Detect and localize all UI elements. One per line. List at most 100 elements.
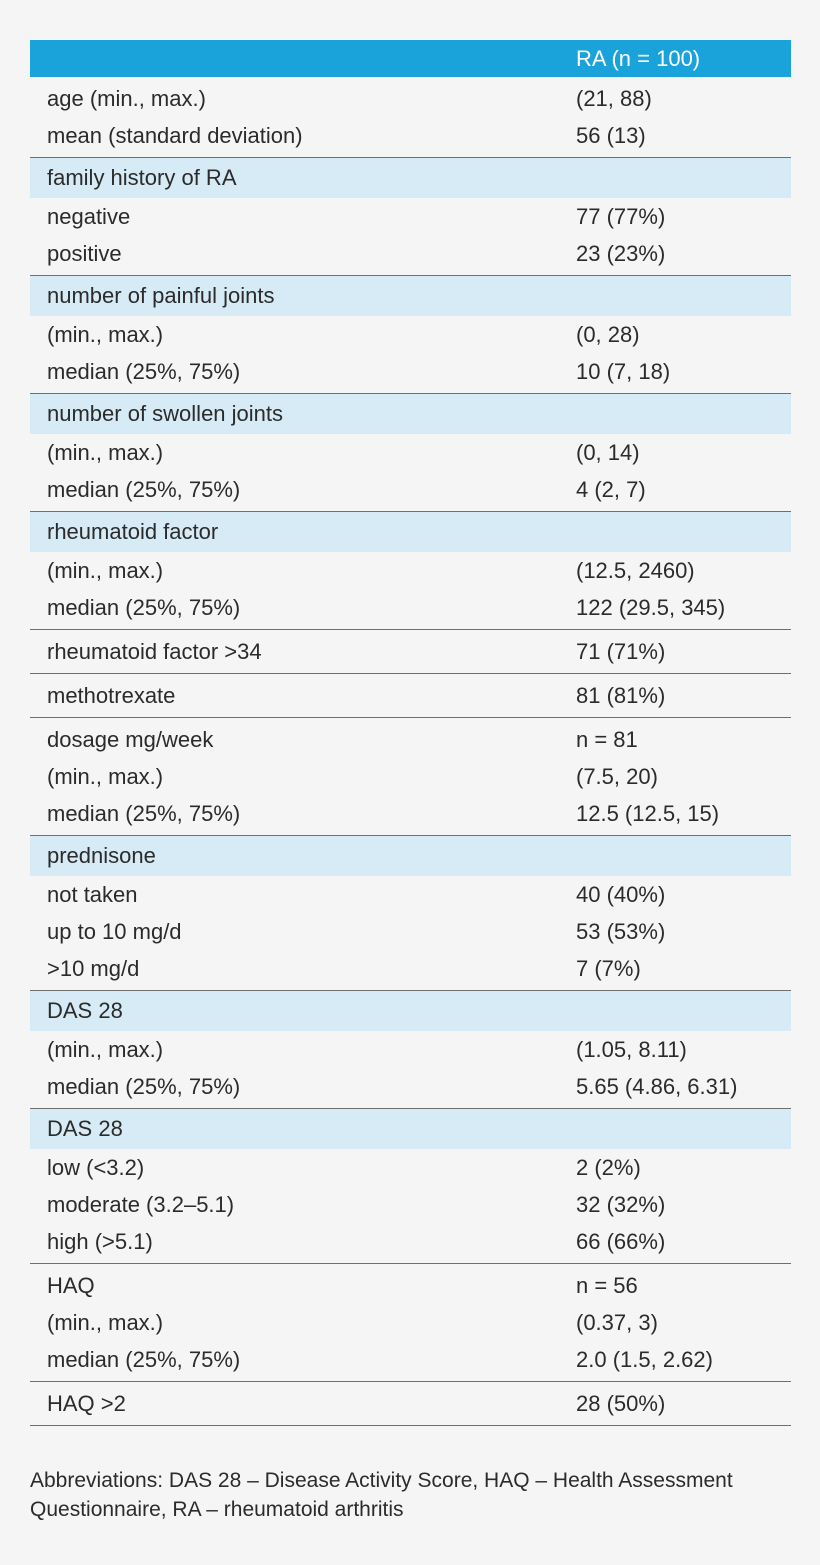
table-row: moderate (3.2–5.1) 32 (32%)	[30, 1186, 791, 1223]
table-section: methotrexate 81 (81%)	[30, 674, 791, 718]
table-row: up to 10 mg/d 53 (53%)	[30, 913, 791, 950]
row-value: (0.37, 3)	[576, 1310, 658, 1335]
row-label: mean (standard deviation)	[47, 123, 303, 148]
table-section: HAQ >2 28 (50%)	[30, 1382, 791, 1426]
row-value: 4 (2, 7)	[576, 477, 646, 502]
row-label: rheumatoid factor >34	[47, 639, 262, 664]
table-row: dosage mg/week n = 81	[30, 721, 791, 758]
table-row: median (25%, 75%) 12.5 (12.5, 15)	[30, 795, 791, 832]
section-title-row: DAS 28	[30, 1109, 791, 1149]
table-row: methotrexate 81 (81%)	[30, 677, 791, 714]
table-row: not taken 40 (40%)	[30, 876, 791, 913]
section-title: rheumatoid factor	[47, 519, 219, 544]
table-row: median (25%, 75%) 4 (2, 7)	[30, 471, 791, 508]
section-spacer	[30, 832, 791, 835]
row-value: 77 (77%)	[576, 204, 666, 229]
section-spacer	[30, 626, 791, 629]
row-value: 71 (71%)	[576, 639, 666, 664]
table-section: number of painful joints (min., max.) (0, …	[30, 276, 791, 394]
column-header-ra: RA (n = 100)	[576, 46, 701, 71]
row-value: (0, 14)	[576, 440, 640, 465]
table-row: median (25%, 75%) 10 (7, 18)	[30, 353, 791, 390]
row-label: >10 mg/d	[47, 956, 140, 981]
row-label: median (25%, 75%)	[47, 1347, 241, 1372]
row-label: high (>5.1)	[47, 1229, 153, 1254]
row-label: positive	[47, 241, 122, 266]
table-row: (min., max.) (0, 14)	[30, 434, 791, 471]
row-label: (min., max.)	[47, 764, 164, 789]
row-label: low (<3.2)	[47, 1155, 145, 1180]
row-label: dosage mg/week	[47, 727, 214, 752]
row-value: 40 (40%)	[576, 882, 666, 907]
row-label: not taken	[47, 882, 138, 907]
row-value: n = 56	[576, 1273, 638, 1298]
section-spacer	[30, 670, 791, 673]
section-title-row: rheumatoid factor	[30, 512, 791, 552]
section-spacer	[30, 1260, 791, 1263]
table-row: HAQ >2 28 (50%)	[30, 1385, 791, 1422]
section-title: family history of RA	[47, 165, 237, 190]
table-section: rheumatoid factor >34 71 (71%)	[30, 630, 791, 674]
table-row: (min., max.) (1.05, 8.11)	[30, 1031, 791, 1068]
row-label: (min., max.)	[47, 1037, 164, 1062]
row-label: up to 10 mg/d	[47, 919, 182, 944]
row-value: 7 (7%)	[576, 956, 641, 981]
row-value: 28 (50%)	[576, 1391, 666, 1416]
row-value: 32 (32%)	[576, 1192, 666, 1217]
section-title-row: DAS 28	[30, 991, 791, 1031]
row-value: (21, 88)	[576, 86, 652, 111]
row-label: age (min., max.)	[47, 86, 206, 111]
row-value: 10 (7, 18)	[576, 359, 671, 384]
table-header: RA (n = 100)	[30, 40, 791, 77]
table-body: age (min., max.) (21, 88) mean (standard d…	[30, 77, 791, 1426]
row-value: 23 (23%)	[576, 241, 666, 266]
table-row: median (25%, 75%) 2.0 (1.5, 2.62)	[30, 1341, 791, 1378]
row-label: median (25%, 75%)	[47, 359, 241, 384]
table-row: mean (standard deviation) 56 (13)	[30, 117, 791, 154]
table-row: (min., max.) (0.37, 3)	[30, 1304, 791, 1341]
section-title: prednisone	[47, 843, 156, 868]
row-label: (min., max.)	[47, 322, 164, 347]
row-value: 53 (53%)	[576, 919, 666, 944]
row-value: 122 (29.5, 345)	[576, 595, 726, 620]
row-label: median (25%, 75%)	[47, 1074, 241, 1099]
row-value: 81 (81%)	[576, 683, 666, 708]
row-label: moderate (3.2–5.1)	[47, 1192, 235, 1217]
row-value: n = 81	[576, 727, 638, 752]
table-section: HAQ n = 56 (min., max.) (0.37, 3) median (25…	[30, 1264, 791, 1382]
row-label: HAQ >2	[47, 1391, 126, 1416]
row-value: 5.65 (4.86, 6.31)	[576, 1074, 738, 1099]
table-row: (min., max.) (12.5, 2460)	[30, 552, 791, 589]
table-row: low (<3.2) 2 (2%)	[30, 1149, 791, 1186]
row-label: median (25%, 75%)	[47, 477, 241, 502]
table-section: rheumatoid factor (min., max.) (12.5, 2460…	[30, 512, 791, 630]
table-row: positive 23 (23%)	[30, 235, 791, 272]
table-section: DAS 28 low (<3.2) 2 (2%) moderate (3.2–5.1)…	[30, 1109, 791, 1264]
table-row: age (min., max.) (21, 88)	[30, 80, 791, 117]
row-value: 12.5 (12.5, 15)	[576, 801, 720, 826]
table-section: age (min., max.) (21, 88) mean (standard d…	[30, 77, 791, 158]
row-label: methotrexate	[47, 683, 176, 708]
section-title-row: prednisone	[30, 836, 791, 876]
section-title-row: number of painful joints	[30, 276, 791, 316]
row-value: 66 (66%)	[576, 1229, 666, 1254]
table-row: >10 mg/d 7 (7%)	[30, 950, 791, 987]
row-label: median (25%, 75%)	[47, 595, 241, 620]
section-spacer	[30, 508, 791, 511]
table-row: negative 77 (77%)	[30, 198, 791, 235]
section-spacer	[30, 390, 791, 393]
section-spacer	[30, 987, 791, 990]
ra-characteristics-table: RA (n = 100) age (min., max.) (21, 88) mea…	[30, 40, 791, 1426]
table-section: dosage mg/week n = 81 (min., max.) (7.5, 20…	[30, 718, 791, 836]
table-row: (min., max.) (0, 28)	[30, 316, 791, 353]
row-label: median (25%, 75%)	[47, 801, 241, 826]
section-spacer	[30, 714, 791, 717]
section-spacer	[30, 1422, 791, 1425]
section-title: DAS 28	[47, 1116, 123, 1141]
table-row: HAQ n = 56	[30, 1267, 791, 1304]
section-title: DAS 28	[47, 998, 123, 1023]
section-title: number of swollen joints	[47, 401, 284, 426]
section-spacer	[30, 1378, 791, 1381]
section-title-row: number of swollen joints	[30, 394, 791, 434]
table-section: number of swollen joints (min., max.) (0, …	[30, 394, 791, 512]
